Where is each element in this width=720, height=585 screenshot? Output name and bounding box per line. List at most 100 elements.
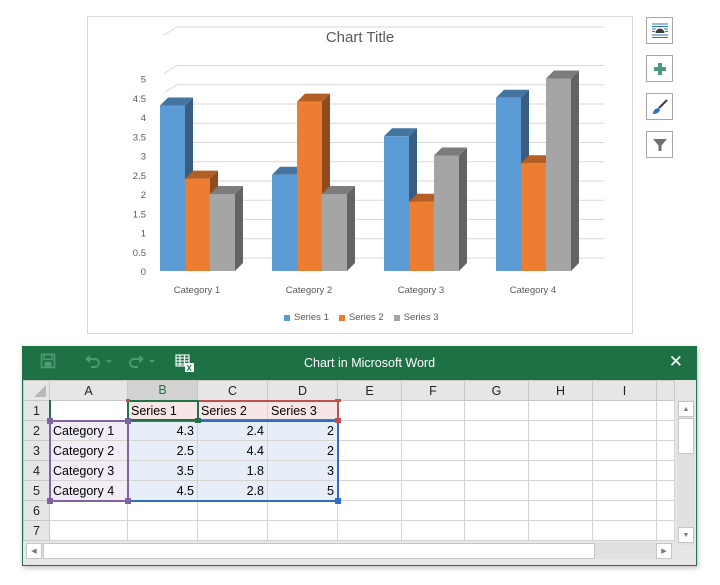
column-header-c[interactable]: C: [197, 380, 268, 401]
cell-g4[interactable]: [464, 460, 529, 481]
cell-x6[interactable]: [656, 500, 675, 521]
chart-styles-button[interactable]: [646, 93, 673, 120]
chart-legend[interactable]: Series 1 Series 2 Series 3: [284, 312, 439, 323]
cell-g7[interactable]: [464, 520, 529, 541]
edit-data-in-excel-button[interactable]: X: [175, 353, 195, 373]
cell-h2[interactable]: [528, 420, 593, 441]
cell-b6[interactable]: [127, 500, 198, 521]
cell-i4[interactable]: [592, 460, 657, 481]
vertical-scrollbar[interactable]: ▲ ▼: [677, 400, 695, 545]
cell-c7[interactable]: [197, 520, 268, 541]
cell-e7[interactable]: [337, 520, 402, 541]
window-titlebar[interactable]: X Chart in Microsoft Word ✕: [22, 346, 697, 380]
chart-bar[interactable]: [384, 128, 417, 271]
cell-e2[interactable]: [337, 420, 402, 441]
scroll-up-button[interactable]: ▲: [678, 401, 694, 417]
chart-bar[interactable]: [496, 89, 529, 271]
row-header-2[interactable]: 2: [23, 420, 50, 441]
cell-c4[interactable]: 1.8: [197, 460, 268, 481]
column-header-g[interactable]: G: [464, 380, 529, 401]
cell-f4[interactable]: [401, 460, 465, 481]
cell-i1[interactable]: [592, 400, 657, 421]
save-button[interactable]: [40, 353, 56, 369]
column-header-d[interactable]: D: [267, 380, 338, 401]
cell-h6[interactable]: [528, 500, 593, 521]
cell-f3[interactable]: [401, 440, 465, 461]
cell-d3[interactable]: 2: [267, 440, 338, 461]
column-header-i[interactable]: I: [592, 380, 657, 401]
cell-d1[interactable]: Series 3: [267, 400, 338, 421]
row-header-6[interactable]: 6: [23, 500, 50, 521]
select-all-corner[interactable]: [23, 380, 50, 401]
row-header-3[interactable]: 3: [23, 440, 50, 461]
chart-bar[interactable]: [434, 147, 467, 272]
row-header-1[interactable]: 1: [23, 400, 50, 421]
scroll-down-button[interactable]: ▼: [678, 527, 694, 543]
cell-b1[interactable]: Series 1: [127, 400, 198, 421]
cell-e1[interactable]: [337, 400, 402, 421]
chart-bar[interactable]: [210, 186, 243, 271]
cell-i2[interactable]: [592, 420, 657, 441]
cell-c3[interactable]: 4.4: [197, 440, 268, 461]
cell-g2[interactable]: [464, 420, 529, 441]
vertical-scroll-thumb[interactable]: [678, 418, 694, 454]
cell-f7[interactable]: [401, 520, 465, 541]
cell-b4[interactable]: 3.5: [127, 460, 198, 481]
cell-h3[interactable]: [528, 440, 593, 461]
cell-x7[interactable]: [656, 520, 675, 541]
cell-d5[interactable]: 5: [267, 480, 338, 501]
cell-b7[interactable]: [127, 520, 198, 541]
chart-elements-button[interactable]: [646, 55, 673, 82]
cell-c1[interactable]: Series 2: [197, 400, 268, 421]
cell-f6[interactable]: [401, 500, 465, 521]
cell-b5[interactable]: 4.5: [127, 480, 198, 501]
cell-g3[interactable]: [464, 440, 529, 461]
cell-c5[interactable]: 2.8: [197, 480, 268, 501]
cell-e4[interactable]: [337, 460, 402, 481]
cell-x4[interactable]: [656, 460, 675, 481]
cell-c6[interactable]: [197, 500, 268, 521]
cell-h1[interactable]: [528, 400, 593, 421]
column-header-f[interactable]: F: [401, 380, 465, 401]
chart-title[interactable]: Chart Title: [325, 29, 395, 46]
row-header-7[interactable]: 7: [23, 520, 50, 541]
cell-i7[interactable]: [592, 520, 657, 541]
cell-f2[interactable]: [401, 420, 465, 441]
cell-d7[interactable]: [267, 520, 338, 541]
column-header-b[interactable]: B: [127, 380, 198, 402]
cell-a6[interactable]: [49, 500, 128, 521]
cell-a7[interactable]: [49, 520, 128, 541]
scroll-left-button[interactable]: ◀: [26, 543, 42, 559]
cell-x2[interactable]: [656, 420, 675, 441]
cell-a3[interactable]: Category 2: [49, 440, 128, 461]
cell-x1[interactable]: [656, 400, 675, 421]
cell-a2[interactable]: Category 1: [49, 420, 128, 441]
cell-e6[interactable]: [337, 500, 402, 521]
redo-button[interactable]: [127, 353, 157, 369]
cell-x3[interactable]: [656, 440, 675, 461]
legend-item[interactable]: Series 1: [284, 312, 329, 323]
cell-a1[interactable]: [49, 400, 128, 421]
legend-item[interactable]: Series 3: [393, 312, 439, 323]
cell-a5[interactable]: Category 4: [49, 480, 128, 501]
cell-d6[interactable]: [267, 500, 338, 521]
cell-b2[interactable]: 4.3: [127, 420, 198, 441]
legend-item[interactable]: Series 2: [338, 312, 384, 323]
cell-e3[interactable]: [337, 440, 402, 461]
column-header[interactable]: [656, 380, 675, 401]
cell-d4[interactable]: 3: [267, 460, 338, 481]
cell-c2[interactable]: 2.4: [197, 420, 268, 441]
column-header-a[interactable]: A: [49, 380, 128, 401]
cell-h4[interactable]: [528, 460, 593, 481]
cell-h5[interactable]: [528, 480, 593, 501]
cell-x5[interactable]: [656, 480, 675, 501]
cell-d2[interactable]: 2: [267, 420, 338, 441]
cell-h7[interactable]: [528, 520, 593, 541]
horizontal-scrollbar[interactable]: ◀ ▶: [26, 543, 672, 559]
column-header-e[interactable]: E: [337, 380, 402, 401]
cell-e5[interactable]: [337, 480, 402, 501]
chart-bar[interactable]: [322, 186, 355, 271]
cell-g5[interactable]: [464, 480, 529, 501]
row-header-4[interactable]: 4: [23, 460, 50, 481]
